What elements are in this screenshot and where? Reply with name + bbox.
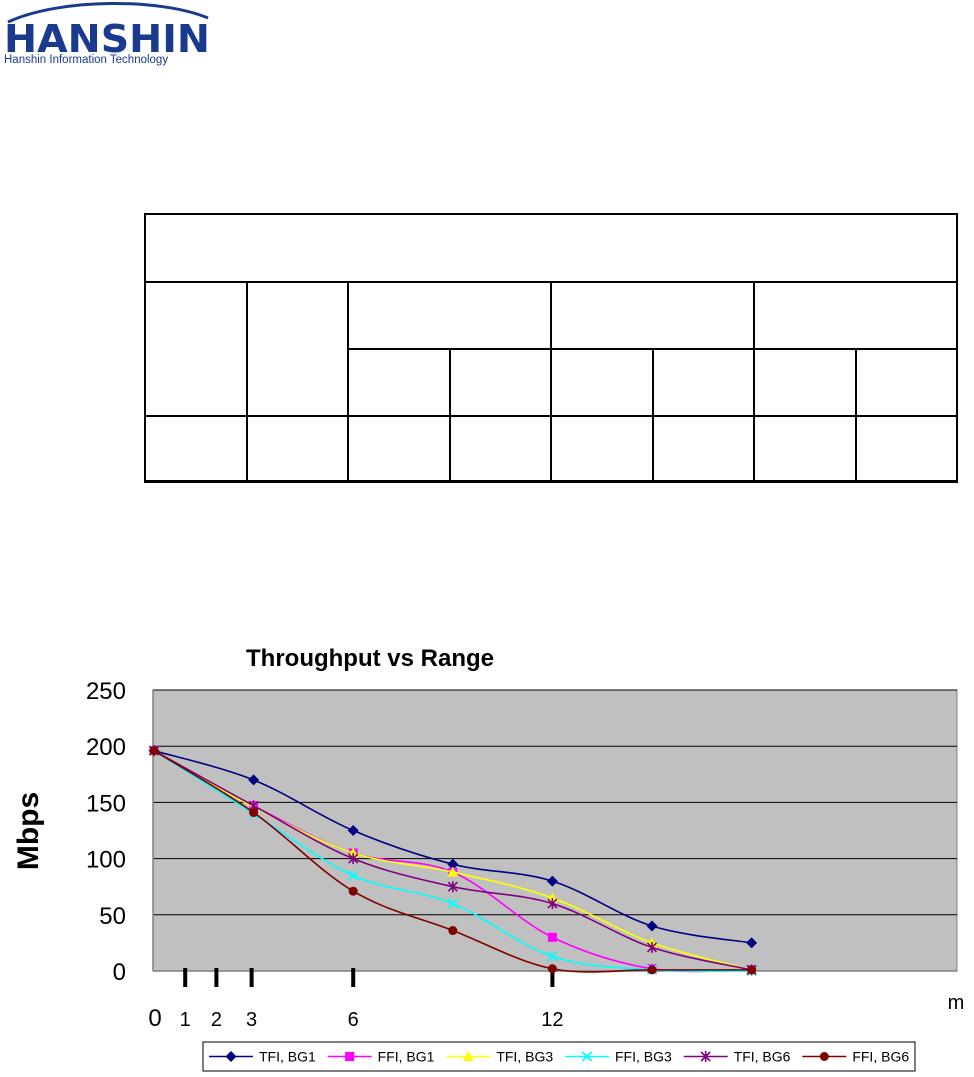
table-rule: [449, 348, 451, 482]
data-point: [348, 870, 359, 881]
chart-svg: Throughput vs Range Mbps m 0 50 100 150 200 2…: [12, 645, 965, 1072]
table-rule: [550, 281, 552, 482]
legend-label: TFI, BG1: [259, 1049, 316, 1065]
legend-label: FFI, BG1: [378, 1049, 435, 1065]
data-point: [747, 965, 757, 975]
legend-label: FFI, BG6: [852, 1049, 909, 1065]
data-point: [149, 746, 159, 756]
legend-marker: [581, 1051, 593, 1062]
data-point: [546, 875, 558, 887]
y-tick-label: 50: [99, 903, 126, 930]
table-rule: [652, 348, 654, 482]
y-axis-label: Mbps: [12, 792, 45, 870]
data-point: [348, 853, 359, 865]
plot-area: [152, 689, 958, 972]
logo-tagline: Hanshin Information Technology: [4, 54, 169, 66]
data-point: [647, 965, 657, 975]
y-tick-label: 150: [86, 790, 126, 817]
data-point: [249, 808, 259, 818]
legend-box: [202, 1041, 916, 1072]
table-rule: [855, 348, 857, 482]
table-rule: [347, 281, 349, 482]
x-tick-label: 6: [348, 1009, 359, 1031]
legend-marker: [462, 1051, 474, 1061]
legend-label: FFI, BG3: [615, 1049, 672, 1065]
data-point: [547, 964, 557, 974]
legend-label: TFI, BG3: [496, 1049, 553, 1065]
y-tick-label: 200: [86, 734, 126, 761]
table-rule: [753, 281, 755, 482]
x-tick-label: 3: [246, 1009, 257, 1031]
y-tick-label: 0: [113, 959, 126, 986]
data-point: [447, 881, 458, 893]
data-point: [447, 858, 459, 870]
data-point: [646, 920, 658, 932]
data-point: [746, 937, 758, 949]
x-tick-label: 12: [541, 1009, 563, 1031]
legend-marker: [225, 1051, 237, 1062]
table-rule: [246, 281, 248, 482]
data-point: [447, 898, 458, 909]
legend-marker: [345, 1052, 355, 1061]
legend-marker: [700, 1051, 711, 1062]
x-tick-label: 0: [148, 1005, 161, 1032]
data-table: [144, 213, 958, 483]
data-point: [448, 926, 458, 936]
y-tick-label: 250: [86, 678, 126, 705]
data-point: [447, 866, 459, 877]
data-point: [347, 825, 359, 836]
data-point: [547, 951, 558, 962]
x-axis-label: m: [948, 992, 965, 1014]
throughput-chart: Throughput vs Range Mbps m 0 50 100 150 200 2…: [0, 630, 974, 1077]
data-point: [248, 774, 260, 786]
logo-brand: HANSHIN: [4, 17, 210, 60]
legend-label: TFI, BG6: [734, 1049, 791, 1065]
company-logo: HANSHIN Hanshin Information Technology: [0, 0, 215, 72]
legend-marker: [819, 1052, 829, 1061]
chart-title: Throughput vs Range: [246, 645, 494, 672]
data-point: [547, 932, 557, 942]
y-tick-label: 100: [86, 847, 126, 874]
x-tick-label: 2: [211, 1009, 222, 1031]
data-point: [348, 886, 358, 896]
x-tick-label: 1: [180, 1009, 191, 1031]
data-point: [646, 941, 658, 953]
data-point: [547, 898, 558, 910]
